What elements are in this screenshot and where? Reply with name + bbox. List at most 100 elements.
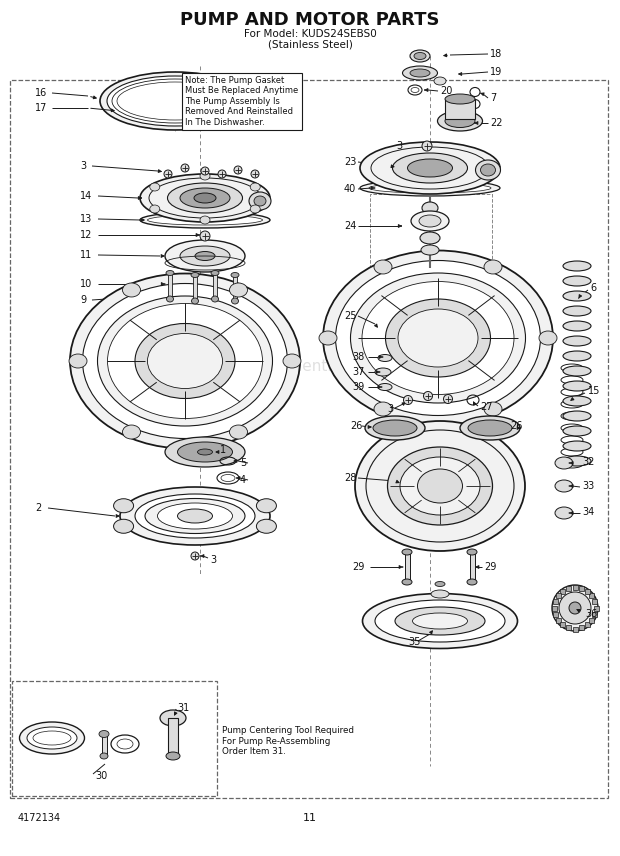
Ellipse shape xyxy=(200,231,210,241)
Ellipse shape xyxy=(283,354,301,368)
Ellipse shape xyxy=(410,50,430,62)
Text: 4172134: 4172134 xyxy=(18,813,61,823)
Bar xyxy=(470,552,475,582)
Ellipse shape xyxy=(194,193,216,203)
Ellipse shape xyxy=(362,282,514,395)
Ellipse shape xyxy=(167,296,174,302)
Text: 19: 19 xyxy=(490,67,502,77)
Ellipse shape xyxy=(100,753,108,759)
Ellipse shape xyxy=(402,66,438,80)
Ellipse shape xyxy=(150,205,160,213)
Ellipse shape xyxy=(254,196,266,206)
Text: 38: 38 xyxy=(352,352,365,362)
Ellipse shape xyxy=(468,420,512,436)
Bar xyxy=(585,589,590,593)
Text: Note: The Pump Gasket
Must Be Replaced Anytime
The Pump Assembly Is
Removed And : Note: The Pump Gasket Must Be Replaced A… xyxy=(185,76,298,127)
Text: 29: 29 xyxy=(484,562,497,572)
Ellipse shape xyxy=(411,211,449,231)
Text: 2: 2 xyxy=(35,503,42,513)
Text: 26: 26 xyxy=(350,421,362,431)
Ellipse shape xyxy=(165,240,245,272)
Ellipse shape xyxy=(250,183,260,191)
Ellipse shape xyxy=(191,272,199,277)
Ellipse shape xyxy=(107,304,262,419)
Ellipse shape xyxy=(422,141,432,151)
Ellipse shape xyxy=(149,178,261,218)
Bar xyxy=(168,718,178,756)
Text: 11: 11 xyxy=(303,813,317,823)
Bar xyxy=(579,586,584,591)
Ellipse shape xyxy=(191,552,199,560)
Ellipse shape xyxy=(360,142,500,194)
Bar xyxy=(590,618,595,623)
Ellipse shape xyxy=(563,336,591,346)
Ellipse shape xyxy=(445,94,475,104)
Bar xyxy=(585,622,590,627)
Ellipse shape xyxy=(563,261,591,271)
Bar xyxy=(566,586,571,591)
Ellipse shape xyxy=(539,331,557,345)
Ellipse shape xyxy=(563,441,591,451)
Ellipse shape xyxy=(420,232,440,244)
Ellipse shape xyxy=(417,469,463,503)
Bar xyxy=(579,626,584,631)
Ellipse shape xyxy=(166,270,174,276)
Ellipse shape xyxy=(484,260,502,274)
Bar xyxy=(556,593,560,598)
Ellipse shape xyxy=(419,215,441,227)
Ellipse shape xyxy=(374,260,392,274)
Ellipse shape xyxy=(386,299,490,377)
Ellipse shape xyxy=(200,216,210,224)
Ellipse shape xyxy=(140,212,270,228)
Ellipse shape xyxy=(150,183,160,191)
Bar xyxy=(213,274,217,298)
Bar xyxy=(552,612,557,617)
Ellipse shape xyxy=(431,590,449,598)
Bar xyxy=(560,589,565,593)
Ellipse shape xyxy=(563,396,591,406)
Ellipse shape xyxy=(177,442,232,462)
Ellipse shape xyxy=(563,306,591,316)
Text: Pump Centering Tool Required
For Pump Re-Assembling
Order Item 31.: Pump Centering Tool Required For Pump Re… xyxy=(222,726,354,756)
Ellipse shape xyxy=(375,368,391,376)
Ellipse shape xyxy=(323,251,553,425)
Ellipse shape xyxy=(412,613,467,629)
Ellipse shape xyxy=(395,607,485,635)
Ellipse shape xyxy=(177,509,213,523)
Bar xyxy=(572,627,577,632)
Ellipse shape xyxy=(250,205,260,213)
Text: (Stainless Steel): (Stainless Steel) xyxy=(268,39,352,49)
Ellipse shape xyxy=(404,395,412,405)
Text: 11: 11 xyxy=(80,250,92,260)
Ellipse shape xyxy=(559,592,591,624)
Ellipse shape xyxy=(19,722,84,754)
Ellipse shape xyxy=(402,579,412,585)
Text: eReplacementParts.com: eReplacementParts.com xyxy=(217,359,403,373)
Ellipse shape xyxy=(164,170,172,178)
Ellipse shape xyxy=(211,270,219,276)
Ellipse shape xyxy=(181,164,189,172)
Bar xyxy=(370,194,492,276)
Ellipse shape xyxy=(198,449,213,455)
Ellipse shape xyxy=(211,296,218,302)
Ellipse shape xyxy=(160,710,186,726)
Ellipse shape xyxy=(378,354,392,361)
Ellipse shape xyxy=(82,283,288,438)
Text: 14: 14 xyxy=(80,191,92,201)
Ellipse shape xyxy=(249,192,271,210)
Ellipse shape xyxy=(373,420,417,436)
Ellipse shape xyxy=(563,381,591,391)
Text: 35: 35 xyxy=(408,637,420,647)
Text: 9: 9 xyxy=(80,295,86,305)
Bar xyxy=(10,80,608,798)
Ellipse shape xyxy=(369,183,491,193)
Text: 37: 37 xyxy=(352,367,365,377)
Ellipse shape xyxy=(70,274,300,449)
Ellipse shape xyxy=(438,111,482,131)
Bar xyxy=(193,276,197,300)
Ellipse shape xyxy=(113,520,133,533)
Ellipse shape xyxy=(123,283,141,297)
Ellipse shape xyxy=(234,166,242,174)
Text: 31: 31 xyxy=(177,703,189,713)
Ellipse shape xyxy=(107,76,243,126)
